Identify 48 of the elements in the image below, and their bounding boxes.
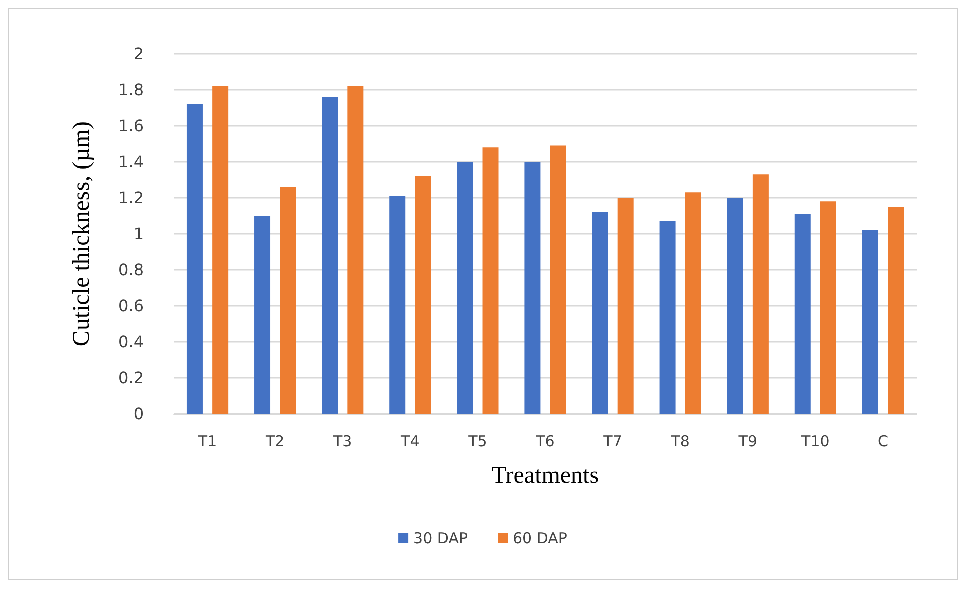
bar bbox=[390, 196, 406, 414]
bar bbox=[727, 198, 744, 414]
bar bbox=[348, 86, 364, 414]
y-tick-label: 1.4 bbox=[118, 152, 144, 172]
y-tick-label: 1.6 bbox=[118, 116, 144, 136]
x-tick-label: C bbox=[878, 432, 888, 450]
bar bbox=[280, 187, 296, 414]
x-axis-title: Treatments bbox=[492, 463, 600, 489]
x-tick-label: T5 bbox=[468, 432, 488, 450]
legend-label: 60 DAP bbox=[513, 530, 568, 548]
x-tick-label: T9 bbox=[738, 432, 758, 450]
bar bbox=[212, 86, 229, 414]
y-tick-label: 1.8 bbox=[118, 80, 144, 100]
bar bbox=[752, 174, 769, 414]
x-tick-label: T7 bbox=[602, 432, 622, 450]
x-tick-label: T2 bbox=[264, 432, 285, 450]
y-tick-label: 2 bbox=[134, 44, 144, 64]
x-tick-label: T8 bbox=[670, 432, 690, 450]
bar bbox=[862, 230, 878, 414]
y-axis-title: Cuticle thickness, (µm) bbox=[69, 121, 95, 347]
x-tick-label: T10 bbox=[800, 432, 830, 450]
bar bbox=[592, 212, 608, 414]
y-tick-label: 0.2 bbox=[118, 368, 144, 388]
y-tick-label: 1 bbox=[134, 224, 144, 244]
bar bbox=[820, 202, 836, 414]
bar bbox=[322, 97, 338, 414]
bar bbox=[524, 162, 541, 414]
y-tick-label: 0.8 bbox=[118, 260, 144, 280]
bar bbox=[186, 104, 203, 414]
y-tick-label: 1.2 bbox=[118, 188, 144, 208]
bar bbox=[457, 162, 474, 414]
bar bbox=[660, 221, 676, 414]
x-tick-label: T4 bbox=[400, 432, 420, 450]
bar bbox=[254, 216, 271, 414]
x-tick-label: T6 bbox=[535, 432, 555, 450]
legend-label: 30 DAP bbox=[414, 530, 468, 548]
bar bbox=[415, 176, 432, 414]
bar bbox=[794, 214, 811, 414]
bar bbox=[550, 146, 566, 414]
bar bbox=[685, 192, 702, 414]
bar bbox=[888, 207, 904, 414]
y-tick-label: 0 bbox=[134, 404, 144, 424]
y-tick-label: 0.4 bbox=[118, 332, 144, 352]
x-tick-label: T1 bbox=[197, 432, 218, 450]
y-tick-label: 0.6 bbox=[118, 296, 144, 316]
bar bbox=[618, 198, 634, 414]
x-tick-label: T3 bbox=[332, 432, 352, 450]
bar bbox=[482, 148, 499, 414]
